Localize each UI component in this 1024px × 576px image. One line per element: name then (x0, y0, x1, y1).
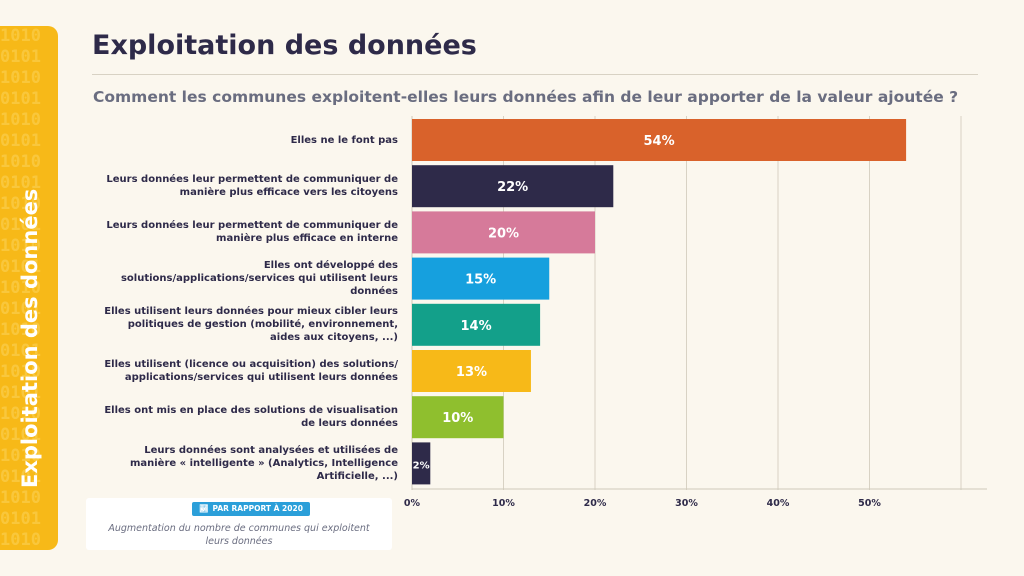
bar (412, 165, 614, 208)
comparison-note-text: Augmentation du nombre de communes qui e… (108, 523, 370, 547)
category-label: Leurs données leur permettent de communi… (106, 220, 398, 245)
category-label: Elles ne le font pas (290, 134, 398, 146)
bar-value-label: 15% (465, 273, 496, 288)
bar (412, 396, 504, 439)
category-label: Elles ont mis en place des solutions de … (104, 405, 398, 430)
category-label: Elles utilisent (licence ou acquisition)… (104, 359, 398, 383)
bar-value-label: 2% (413, 460, 430, 471)
bar-value-label: 13% (456, 365, 487, 380)
category-label: Elles ont développé des solutions/applic… (120, 260, 398, 298)
comparison-note: 📈︎ PAR RAPPORT À 2020 Augmentation du nom… (86, 498, 392, 550)
comparison-badge-label: PAR RAPPORT À 2020 (212, 504, 303, 513)
bar-value-label: 20% (488, 226, 519, 241)
comparison-badge: 📈︎ PAR RAPPORT À 2020 (192, 502, 310, 516)
bar (412, 119, 907, 161)
bar-value-label: 22% (497, 180, 528, 195)
binary-pattern-decoration: 1010 0101 1010 0101 1010 0101 1010 0101 … (0, 26, 41, 550)
bar-value-label: 10% (442, 411, 473, 426)
bar (412, 350, 531, 392)
bar (412, 257, 550, 300)
x-tick-label: 20% (584, 498, 607, 509)
title-divider (92, 74, 978, 75)
page-title: Exploitation des données (92, 30, 477, 61)
bar-value-label: 54% (643, 134, 674, 149)
category-label: Leurs données sont analysées et utilisée… (129, 444, 398, 482)
x-tick-label: 10% (492, 498, 515, 509)
category-label: Leurs données leur permettent de communi… (106, 174, 398, 199)
x-tick-label: 0% (404, 498, 421, 509)
bar (412, 442, 431, 485)
category-label: Elles utilisent leurs données pour mieux… (104, 306, 398, 344)
side-band: 1010 0101 1010 0101 1010 0101 1010 0101 … (0, 26, 58, 550)
x-tick-label: 50% (858, 498, 881, 509)
bar-value-label: 14% (460, 319, 491, 334)
bar (412, 303, 541, 346)
x-tick-label: 30% (675, 498, 698, 509)
bar (412, 211, 595, 254)
trend-chart-icon: 📈︎ (199, 504, 209, 513)
chart-subtitle: Comment les communes exploitent-elles le… (93, 88, 959, 106)
x-tick-label: 40% (767, 498, 790, 509)
